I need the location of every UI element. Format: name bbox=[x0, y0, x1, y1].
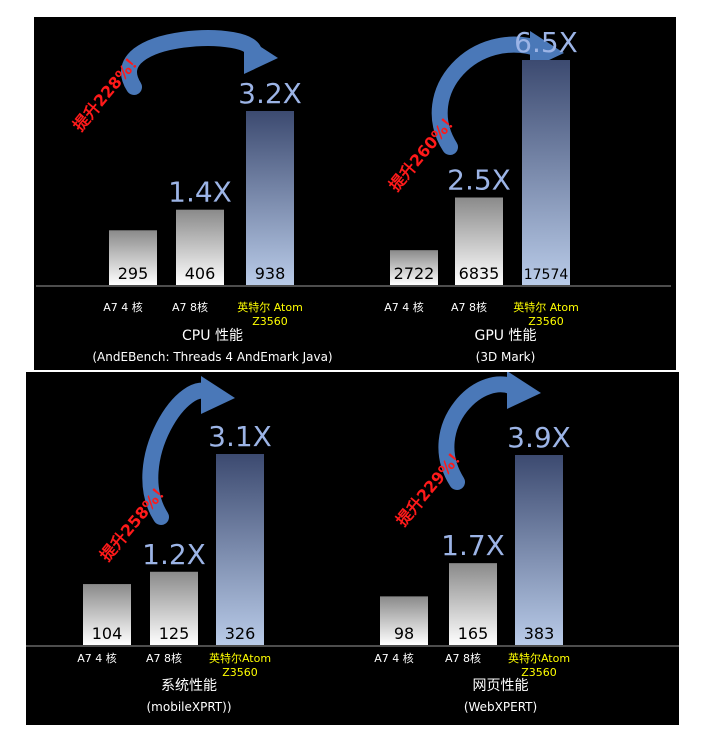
category-label: Z3560 bbox=[222, 666, 258, 679]
category-label: A7 8核 bbox=[172, 300, 208, 314]
chart-title: 系统性能 bbox=[161, 678, 217, 694]
value-label: 98 bbox=[394, 624, 414, 643]
value-label: 406 bbox=[185, 264, 216, 283]
multiplier-label: 1.7X bbox=[441, 529, 505, 562]
category-label: A7 4 核 bbox=[384, 300, 424, 314]
category-label: A7 8核 bbox=[451, 300, 487, 314]
bar bbox=[449, 563, 497, 645]
chart-subtitle: (WebXPERT) bbox=[464, 700, 537, 714]
multiplier-label: 3.2X bbox=[238, 77, 302, 110]
value-label: 6835 bbox=[459, 264, 500, 283]
chart-subtitle: (AndEBench: Threads 4 AndEmark Java) bbox=[92, 350, 332, 364]
panel-top: 提升228%！ 295 A7 4 核 406 1.4X A7 8核 938 3.2X 英特尔 A… bbox=[34, 17, 676, 370]
category-label: A7 4 核 bbox=[103, 300, 143, 314]
value-label: 17574 bbox=[524, 267, 569, 283]
value-label: 125 bbox=[159, 624, 190, 643]
bar bbox=[522, 60, 570, 285]
category-label: 英特尔 Atom bbox=[237, 300, 303, 314]
value-label: 383 bbox=[524, 624, 555, 643]
bar bbox=[216, 454, 264, 645]
multiplier-label: 2.5X bbox=[447, 163, 511, 196]
category-label: Z3560 bbox=[252, 315, 288, 328]
value-label: 165 bbox=[458, 624, 489, 643]
growth-arrow-head bbox=[530, 31, 564, 69]
bar bbox=[380, 596, 428, 645]
growth-arrow bbox=[121, 30, 262, 95]
category-label: A7 8核 bbox=[445, 651, 481, 665]
bar bbox=[109, 230, 157, 285]
value-label: 104 bbox=[92, 624, 123, 643]
bar bbox=[455, 197, 503, 285]
multiplier-label: 3.1X bbox=[208, 420, 272, 453]
category-label: A7 4 核 bbox=[77, 651, 117, 665]
bar bbox=[515, 455, 563, 645]
bar bbox=[246, 111, 294, 285]
multiplier-label: 1.2X bbox=[142, 538, 206, 571]
multiplier-label: 1.4X bbox=[168, 176, 232, 209]
bar bbox=[83, 584, 131, 645]
growth-arrow bbox=[142, 382, 219, 525]
category-label: Z3560 bbox=[521, 666, 557, 679]
bar bbox=[390, 250, 438, 285]
category-label: A7 4 核 bbox=[374, 651, 414, 665]
category-label: 英特尔Atom bbox=[209, 651, 271, 665]
bar bbox=[150, 571, 198, 645]
value-label: 938 bbox=[255, 264, 286, 283]
category-label: A7 8核 bbox=[146, 651, 182, 665]
multiplier-label: 6.5X bbox=[514, 26, 578, 59]
value-label: 295 bbox=[118, 264, 149, 283]
growth-arrow bbox=[438, 376, 525, 490]
growth-arrow-head bbox=[507, 372, 541, 409]
chart-title: 网页性能 bbox=[473, 678, 529, 694]
chart-title: GPU 性能 bbox=[475, 328, 537, 344]
chart-title: CPU 性能 bbox=[182, 328, 243, 344]
value-label: 326 bbox=[225, 624, 256, 643]
value-label: 2722 bbox=[394, 264, 435, 283]
category-label: 英特尔Atom bbox=[508, 651, 570, 665]
multiplier-label: 3.9X bbox=[507, 421, 571, 454]
panel-bottom: 提升258%！ 104 A7 4 核 125 1.2X A7 8核 326 3.1X 英特尔At… bbox=[26, 372, 679, 725]
bar bbox=[176, 209, 224, 285]
growth-arrow bbox=[431, 36, 548, 155]
growth-arrow-head bbox=[244, 36, 278, 74]
growth-arrow-head bbox=[201, 376, 235, 414]
chart-subtitle: (mobileXPRT)) bbox=[147, 700, 232, 714]
category-label: 英特尔 Atom bbox=[513, 300, 579, 314]
category-label: Z3560 bbox=[528, 315, 564, 328]
chart-subtitle: (3D Mark) bbox=[476, 350, 536, 364]
